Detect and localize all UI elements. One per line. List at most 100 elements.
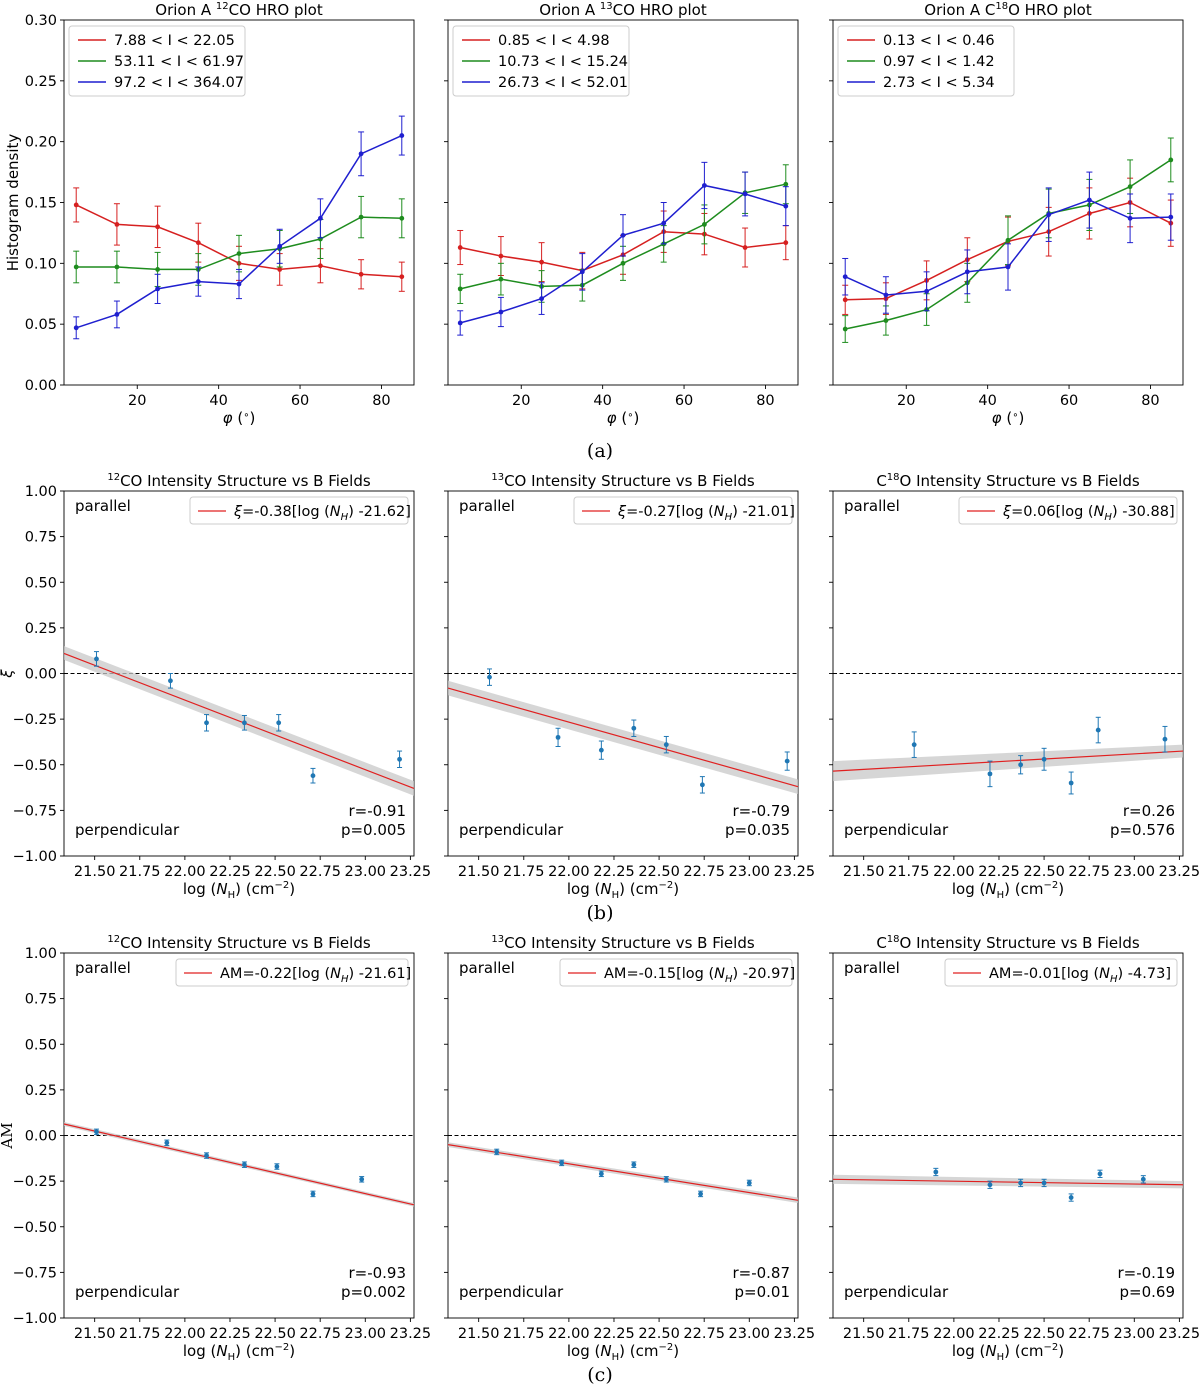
series-1 <box>73 195 405 287</box>
data-point <box>1018 1180 1024 1186</box>
legend: ξ=-0.38[log (NH) -21.62] <box>189 496 411 525</box>
x-tick-label: 22.75 <box>683 864 725 880</box>
data-point <box>359 1176 365 1182</box>
chart-title: C18O Intensity Structure vs B Fields <box>876 472 1140 490</box>
legend-tail: ) -4.73] <box>1118 966 1171 982</box>
y-tick-label: −0.75 <box>13 1265 57 1281</box>
x-tick-label: 23.25 <box>390 864 432 880</box>
caption-a: (a) <box>587 440 613 462</box>
xlabel-part: ( <box>617 409 628 427</box>
y-axis-label: AM <box>0 1122 16 1149</box>
y-tick-label: 0.75 <box>25 530 57 546</box>
chart-title: C18O Intensity Structure vs B Fields <box>876 934 1140 952</box>
data-point <box>842 297 848 303</box>
data-points <box>494 1148 752 1198</box>
legend-var: ξ <box>233 504 243 520</box>
panel-c1: −1.00 −0.75 −0.50 −0.25 0.00 0.25 0.50 0.75 1.00… <box>0 934 431 1363</box>
data-point <box>842 326 848 332</box>
data-point <box>204 1153 209 1158</box>
y-tick-label: −1.00 <box>13 1311 57 1327</box>
legend-tail: ) -21.61] <box>349 966 412 982</box>
y-tick-label: −0.75 <box>13 803 57 819</box>
y-axis-label: ξ <box>0 669 16 679</box>
x-tick-label: 23.25 <box>390 1326 432 1342</box>
x-tick-label: 22.50 <box>254 1326 296 1342</box>
x-axis-label: log (NH) (cm−2) <box>952 1342 1064 1363</box>
legend-tail: ) -21.01] <box>732 504 795 520</box>
data-point <box>457 320 463 326</box>
chart-title: 13CO Intensity Structure vs B Fields <box>491 472 755 490</box>
title-superscript: 18 <box>995 1 1008 12</box>
title-suffix: O HRO plot <box>1008 1 1092 19</box>
data-point <box>310 773 316 779</box>
xlabel-n: N <box>600 1342 611 1360</box>
x-tick-label: 22.25 <box>209 864 251 880</box>
data-point <box>397 756 402 762</box>
data-point <box>987 1182 993 1188</box>
x-tick-label: 22.75 <box>1068 1326 1110 1342</box>
data-point <box>663 1176 669 1182</box>
y-tick-label: 0.20 <box>25 135 57 151</box>
fit-line <box>447 687 799 788</box>
confidence-band <box>833 744 1183 782</box>
title-suffix: CO HRO plot <box>613 1 707 19</box>
legend-sub: H <box>725 512 733 523</box>
data-point <box>933 1169 939 1175</box>
data-point <box>559 1160 565 1166</box>
data-point <box>661 220 667 226</box>
legend-n: N <box>1094 504 1105 520</box>
panel-b3: 21.50 21.75 22.00 22.25 22.50 22.75 23.00 23.25… <box>829 472 1200 901</box>
annotation-r: r=-0.93 <box>348 1264 406 1282</box>
title-suffix: CO Intensity Structure vs B Fields <box>504 472 755 490</box>
x-tick-label: 21.75 <box>503 864 545 880</box>
legend-entry: 10.73 < I < 15.24 <box>498 54 628 70</box>
data-point <box>783 240 789 246</box>
x-tick-label: 23.00 <box>1114 864 1156 880</box>
xlabel-sub: H <box>228 890 236 901</box>
legend-box <box>944 958 1178 987</box>
data-point <box>698 1191 703 1197</box>
data-point <box>399 215 405 221</box>
xlabel-exp: −2 <box>275 1342 290 1353</box>
legend-n: N <box>330 504 341 520</box>
data-point <box>1168 214 1174 220</box>
x-tick-label: 22.50 <box>638 1326 680 1342</box>
data-point <box>701 222 707 227</box>
legend-box <box>452 25 630 97</box>
annotation-r: r=-0.91 <box>348 802 406 820</box>
x-tick-label: 80 <box>372 393 390 409</box>
data-points <box>93 651 403 784</box>
data-point <box>399 133 405 138</box>
x-tick-label: 60 <box>1060 393 1078 409</box>
chart-title: Orion A 12CO HRO plot <box>155 1 323 19</box>
annotation-parallel: parallel <box>75 497 131 515</box>
title-prefix: C <box>876 472 886 490</box>
data-point <box>498 309 504 315</box>
x-tick-label: 22.75 <box>683 1326 725 1342</box>
xlabel-degree: ∘ <box>627 410 633 421</box>
legend-text: =-0.22[log ( <box>242 966 330 982</box>
panel-a2: 20 40 60 80 Orion A 13CO HRO plot φ (∘) 0.85 <… <box>444 1 799 427</box>
data-point <box>73 202 79 208</box>
legend-var: ξ <box>617 504 627 520</box>
annotation-p: p=0.69 <box>1120 1283 1176 1301</box>
xlabel-part: ) <box>1058 880 1064 898</box>
legend: ξ=0.06[log (NH) -30.88] <box>958 496 1178 525</box>
data-point <box>1127 215 1133 221</box>
xlabel-degree: ∘ <box>243 410 249 421</box>
xlabel-n: N <box>985 1342 996 1360</box>
data-point <box>236 281 242 287</box>
xlabel-degree: ∘ <box>1012 410 1018 421</box>
data-point <box>598 1171 604 1177</box>
x-tick-label: 22.50 <box>1023 1326 1065 1342</box>
data-point <box>783 181 789 187</box>
annotation-perpendicular: perpendicular <box>459 1283 564 1301</box>
x-tick-label: 23.25 <box>774 864 816 880</box>
legend-entry: ξ=-0.27[log (NH) -21.01] <box>617 504 795 523</box>
y-tick-label: −0.50 <box>13 758 57 774</box>
xlabel-sub: H <box>997 1352 1005 1363</box>
data-point <box>742 245 748 250</box>
legend-text: =0.06[log ( <box>1011 504 1093 520</box>
xlabel-part: log ( <box>952 1342 986 1360</box>
